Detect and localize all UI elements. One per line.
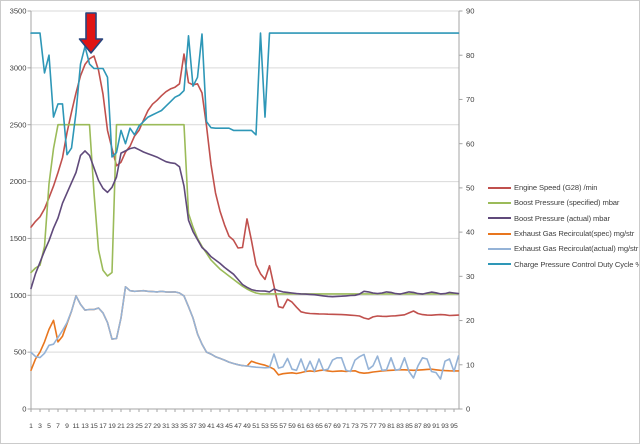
x-axis-label: 21 (117, 423, 125, 430)
legend-line-swatch (488, 186, 511, 189)
right-axis-label: 30 (466, 272, 474, 281)
x-axis-label: 85 (405, 423, 413, 430)
x-axis-label: 47 (234, 423, 242, 430)
x-axis-label: 3 (38, 423, 42, 430)
left-axis-label: 2000 (10, 177, 27, 186)
right-axis-label: 70 (466, 95, 474, 104)
legend-item-4: Exhaust Gas Recirculat(actual) mg/str (488, 241, 639, 256)
x-axis-label: 7 (56, 423, 60, 430)
left-axis-label: 500 (14, 348, 27, 357)
x-axis-label: 55 (270, 423, 278, 430)
x-axis-label: 63 (306, 423, 314, 430)
legend-label: Engine Speed (G28) /min (514, 183, 598, 193)
right-axis-label: 0 (466, 405, 470, 414)
x-axis-label: 57 (279, 423, 287, 430)
x-axis-label: 23 (126, 423, 134, 430)
x-axis-label: 71 (342, 423, 350, 430)
x-axis-label: 11 (72, 423, 79, 430)
legend-label: Boost Pressure (specified) mbar (514, 198, 620, 208)
legend-item-5: Charge Pressure Control Duty Cycle % (488, 256, 640, 271)
x-axis-label: 25 (135, 423, 143, 430)
series-line-boost-pressure-actual-mbar (30, 146, 460, 298)
legend-label: Boost Pressure (actual) mbar (514, 213, 610, 223)
right-axis-label: 50 (466, 183, 474, 192)
legend-item-2: Boost Pressure (actual) mbar (488, 211, 639, 226)
x-axis-label: 79 (378, 423, 386, 430)
legend-item-3: Exhaust Gas Recirculat(spec) mg/str (488, 226, 639, 241)
x-axis-label: 49 (243, 423, 251, 430)
x-axis-label: 53 (261, 423, 269, 430)
x-axis-label: 81 (387, 423, 395, 430)
series-line-exhaust-gas-recirculat-actual-mg-str (30, 285, 460, 380)
left-axis-label: 3500 (10, 7, 27, 16)
series-line-engine-speed-g28-min (30, 53, 460, 320)
right-axis-label: 40 (466, 228, 474, 237)
right-axis-label: 60 (466, 139, 474, 148)
x-axis-label: 27 (144, 423, 152, 430)
legend-label: Exhaust Gas Recirculat(spec) mg/str (514, 229, 635, 239)
left-axis-label: 2500 (10, 120, 27, 129)
x-axis-label: 65 (315, 423, 323, 430)
x-axis-label: 15 (90, 423, 98, 430)
x-axis-label: 39 (198, 423, 206, 430)
right-axis-label: 80 (466, 51, 474, 60)
x-axis-label: 77 (369, 423, 377, 430)
chart-legend: Engine Speed (G28) /min Boost Pressure (s… (488, 180, 640, 272)
x-axis-label: 41 (207, 423, 215, 430)
series-line-boost-pressure-specified-mbar (30, 123, 460, 295)
x-axis-label: 17 (99, 423, 107, 430)
legend-item-0: Engine Speed (G28) /min (488, 180, 639, 195)
x-axis-label: 67 (324, 423, 332, 430)
left-axis-label: 0 (22, 405, 26, 414)
x-axis-label: 93 (441, 423, 449, 430)
x-axis-label: 9 (65, 423, 69, 430)
legend-line-swatch (488, 232, 511, 235)
x-axis-label: 51 (252, 423, 260, 430)
x-axis-label: 61 (297, 423, 305, 430)
right-axis-label: 90 (466, 7, 474, 16)
left-axis-label: 3000 (10, 63, 27, 72)
x-axis-label: 19 (108, 423, 116, 430)
x-axis-label: 91 (432, 423, 440, 430)
x-axis-label: 37 (189, 423, 197, 430)
left-axis-label: 1000 (10, 291, 27, 300)
x-axis-label: 43 (216, 423, 224, 430)
legend-line-swatch (488, 217, 511, 220)
legend-line-swatch (488, 247, 511, 250)
x-axis-label: 69 (333, 423, 341, 430)
legend-label: Exhaust Gas Recirculat(actual) mg/str (514, 244, 639, 254)
x-axis-label: 29 (153, 423, 161, 430)
x-axis-label: 13 (81, 423, 89, 430)
annotation-arrow-icon (78, 12, 104, 54)
legend-item-1: Boost Pressure (specified) mbar (488, 195, 639, 210)
x-axis-label: 83 (396, 423, 404, 430)
x-axis-label: 59 (288, 423, 296, 430)
x-axis-label: 73 (351, 423, 359, 430)
left-axis-label: 1500 (10, 234, 27, 243)
right-axis-label: 20 (466, 316, 474, 325)
series-line-exhaust-gas-recirculat-spec-mg-str (30, 285, 460, 376)
x-axis-label: 35 (180, 423, 188, 430)
x-axis-label: 33 (171, 423, 179, 430)
x-axis-label: 89 (423, 423, 431, 430)
x-axis-label: 45 (225, 423, 233, 430)
x-axis-label: 5 (47, 423, 51, 430)
x-axis-label: 87 (414, 423, 422, 430)
x-axis-label: 1 (29, 423, 33, 430)
legend-label: Charge Pressure Control Duty Cycle % (514, 259, 640, 269)
legend-line-swatch (488, 201, 511, 204)
legend-line-swatch (488, 263, 511, 266)
right-axis-label: 10 (466, 360, 474, 369)
x-axis-label: 31 (162, 423, 170, 430)
x-axis-label: 75 (360, 423, 368, 430)
series-line-charge-pressure-control-duty-cycle (30, 32, 460, 158)
x-axis-label: 95 (450, 423, 458, 430)
